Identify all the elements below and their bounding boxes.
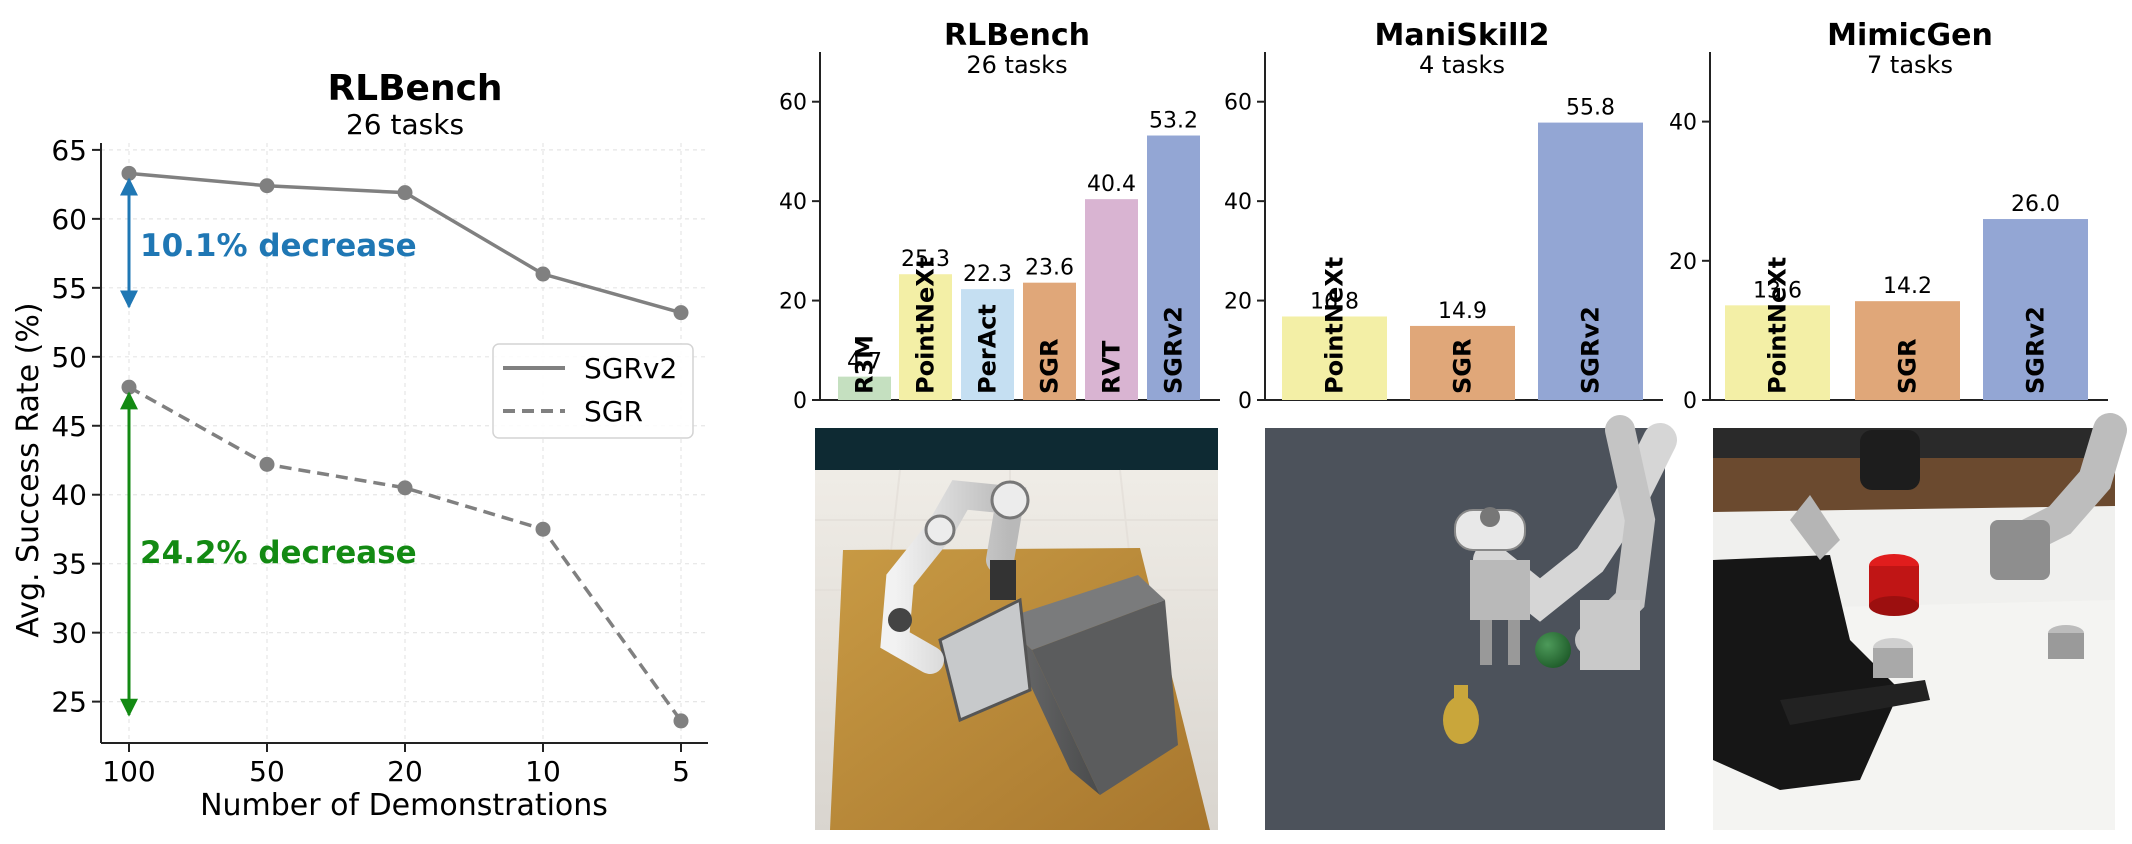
y-tick-label: 40 — [1224, 190, 1252, 215]
y-tick-label: 60 — [779, 91, 807, 116]
y-tick-label: 20 — [779, 290, 807, 315]
bar-value-label: 14.9 — [1438, 299, 1487, 324]
y-tick-label: 55 — [51, 272, 87, 305]
bar-chart-maniskill2-subtitle: 4 tasks — [1419, 51, 1505, 79]
bar-value-label: 23.6 — [1025, 256, 1074, 281]
bar-value-label: 26.0 — [2011, 192, 2060, 217]
bar-sgrv2 — [1538, 122, 1643, 400]
x-tick-label: 20 — [387, 755, 423, 788]
line-chart-subtitle: 26 tasks — [346, 108, 464, 141]
y-tick-label: 40 — [779, 190, 807, 215]
bar-rvt — [1085, 199, 1138, 400]
bar-value-label: 53.2 — [1149, 109, 1198, 134]
bar-category-label: PerAct — [974, 304, 1002, 394]
bar-category-label: PointNeXt — [1764, 257, 1792, 394]
data-point-sgrv2 — [259, 178, 275, 194]
y-tick-label: 60 — [1224, 91, 1252, 116]
bar-category-label: SGR — [1449, 339, 1477, 394]
y-tick-label: 25 — [51, 686, 87, 719]
data-point-sgr — [673, 713, 689, 729]
bar-category-label: SGRv2 — [1577, 306, 1605, 394]
bar-value-label: 14.2 — [1883, 274, 1932, 299]
y-tick-label: 65 — [51, 134, 87, 167]
data-point-sgrv2 — [673, 305, 689, 321]
y-tick-label: 20 — [1669, 250, 1697, 275]
legend-label-sgr: SGR — [584, 395, 643, 428]
bar-category-label: R3M — [851, 335, 879, 394]
data-point-sgrv2 — [535, 266, 551, 282]
data-point-sgr — [121, 379, 137, 395]
bar-sgrv2 — [1147, 135, 1200, 400]
bar-chart-maniskill2-title: ManiSkill2 — [1374, 18, 1549, 53]
decrease-annotation: 24.2% decrease — [140, 535, 417, 571]
bar-pointnext — [899, 274, 952, 400]
bar-value-label: 25.3 — [901, 247, 950, 272]
x-tick-label: 100 — [102, 755, 155, 788]
bar-pointnext — [1282, 316, 1387, 400]
maniskill2-scene-image — [1265, 415, 1677, 830]
bar-value-label: 13.6 — [1753, 278, 1802, 303]
y-tick-label: 20 — [1224, 290, 1252, 315]
data-point-sgr — [397, 480, 413, 496]
bar-value-label: 22.3 — [963, 262, 1012, 287]
bar-value-label: 16.8 — [1310, 289, 1359, 314]
bar-chart-rlbench-title: RLBench — [944, 18, 1090, 53]
y-tick-label: 60 — [51, 203, 87, 236]
bar-category-label: PointNeXt — [1321, 257, 1349, 394]
rlbench-scene-image — [815, 428, 1218, 831]
y-tick-label: 40 — [51, 479, 87, 512]
bar-chart-mimicgen-subtitle: 7 tasks — [1867, 51, 1953, 79]
bar-category-label: SGR — [1894, 339, 1922, 394]
legend-label-sgrv2: SGRv2 — [584, 352, 677, 385]
bar-category-label: SGRv2 — [1160, 306, 1188, 394]
y-tick-label: 30 — [51, 617, 87, 650]
data-point-sgrv2 — [397, 185, 413, 201]
x-tick-label: 5 — [672, 755, 690, 788]
bar-category-label: SGRv2 — [2022, 306, 2050, 394]
y-tick-label: 0 — [1683, 389, 1697, 414]
y-tick-label: 40 — [1669, 111, 1697, 136]
bar-peract — [961, 289, 1014, 400]
data-point-sgr — [259, 456, 275, 472]
bar-sgrv2 — [1983, 219, 2088, 400]
line-chart: RLBench 26 tasks 25 30 35 40 45 50 55 60 65 100 5… — [11, 68, 708, 823]
y-tick-label: 35 — [51, 548, 87, 581]
line-chart-x-label: Number of Demonstrations — [200, 788, 608, 823]
bar-category-label: RVT — [1098, 340, 1126, 394]
bar-value-label: 55.8 — [1566, 96, 1615, 121]
decrease-annotation: 10.1% decrease — [140, 228, 417, 264]
mimicgen-scene-image — [1713, 413, 2127, 830]
line-chart-annotations: 10.1% decrease 24.2% decrease — [120, 177, 417, 717]
bar-sgr — [1410, 325, 1515, 400]
line-chart-title: RLBench — [327, 68, 502, 109]
bar-value-label: 40.4 — [1087, 172, 1136, 197]
line-chart-y-ticks: 25 30 35 40 45 50 55 60 65 — [51, 134, 101, 719]
x-tick-label: 10 — [525, 755, 561, 788]
bar-r3m — [838, 376, 891, 400]
y-tick-label: 45 — [51, 410, 87, 443]
line-chart-series — [121, 165, 689, 729]
y-tick-label: 0 — [1238, 389, 1252, 414]
data-point-sgrv2 — [121, 165, 137, 181]
legend: SGRv2 SGR — [492, 343, 694, 439]
bar-category-label: PointNeXt — [912, 257, 940, 394]
data-point-sgr — [535, 521, 551, 537]
bar-chart-mimicgen-title: MimicGen — [1827, 18, 1993, 53]
bar-sgr — [1855, 301, 1960, 400]
y-tick-label: 50 — [51, 341, 87, 374]
line-chart-y-label: Avg. Success Rate (%) — [11, 302, 46, 637]
series-line-sgr — [128, 385, 683, 722]
x-tick-label: 50 — [249, 755, 285, 788]
bar-pointnext — [1725, 305, 1830, 400]
line-chart-x-ticks: 100 50 20 10 5 — [102, 743, 690, 788]
bar-sgr — [1023, 282, 1076, 400]
bar-category-label: SGR — [1036, 339, 1064, 394]
y-tick-label: 0 — [793, 389, 807, 414]
bar-value-label: 4.7 — [847, 350, 882, 375]
bar-chart-rlbench-subtitle: 26 tasks — [966, 51, 1067, 79]
